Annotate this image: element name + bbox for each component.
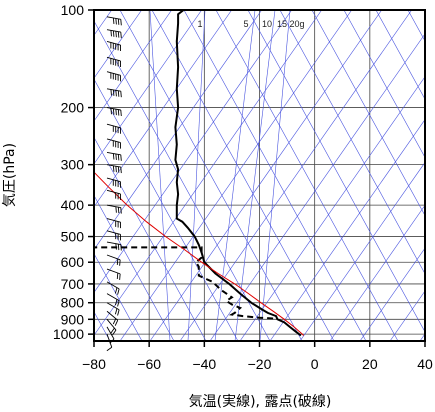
- wind-barb: [106, 218, 121, 229]
- isotherm-line: [359, 247, 425, 341]
- x-tick-label: 0: [311, 356, 319, 372]
- adiabat-line: [94, 194, 175, 341]
- wind-barb: [106, 319, 117, 336]
- adiabat-line: [94, 253, 143, 341]
- mixing-ratio-label: 10: [262, 19, 272, 29]
- wind-barbs: [106, 16, 122, 352]
- mixing-ratio-labels: 1 5 10 15 20g: [197, 19, 304, 29]
- adiabat-line: [94, 136, 207, 341]
- wind-barb: [106, 281, 120, 295]
- wind-barb: [106, 29, 122, 39]
- isotherm-line: [94, 10, 172, 122]
- isotherm-line: [329, 204, 425, 341]
- wind-barb: [106, 71, 121, 82]
- mixing-ratio-label: 20g: [289, 19, 304, 29]
- isotherm-line: [94, 10, 232, 208]
- adiabat-line: [247, 10, 425, 333]
- wind-barb: [106, 40, 121, 52]
- wind-barb: [106, 293, 120, 307]
- mixing-ratio-label: 15: [277, 19, 287, 29]
- isotherm-line: [269, 119, 425, 341]
- x-tick-label: −60: [137, 356, 161, 372]
- dewpoint-line: [94, 246, 274, 320]
- y-tick-label: 900: [61, 311, 85, 327]
- mixing-ratio-line: [259, 10, 291, 341]
- isotherm-line: [209, 33, 425, 341]
- adiabat-line: [215, 10, 399, 341]
- mixing-ratio-line: [214, 10, 256, 341]
- skew-guides: [94, 10, 425, 341]
- isotherm-line: [94, 10, 262, 251]
- adiabat-line: [94, 78, 239, 341]
- y-tick-label: 200: [61, 100, 85, 116]
- adiabat-line: [407, 10, 425, 42]
- wind-barb: [106, 310, 119, 326]
- mixing-ratio-line: [149, 10, 171, 341]
- adiabat-line: [375, 10, 425, 100]
- adiabat-line: [311, 10, 425, 217]
- y-tick-label: 600: [61, 254, 85, 270]
- wind-barb: [106, 164, 122, 174]
- adiabat-line: [343, 10, 425, 158]
- isotherm-line: [94, 10, 202, 165]
- wind-barb: [106, 88, 122, 98]
- isotherm-line: [94, 10, 142, 79]
- wind-barb: [106, 189, 121, 200]
- isotherm-line: [239, 76, 425, 341]
- y-tick-label: 400: [61, 197, 85, 213]
- y-axis-label: 気圧(hPa): [2, 143, 18, 207]
- x-tick-label: −40: [192, 356, 216, 372]
- temperature-line: [174, 10, 302, 337]
- isotherm-line: [94, 10, 292, 293]
- y-tick-label: 500: [61, 229, 85, 245]
- isotherm-line: [179, 10, 412, 341]
- gridlines: [94, 10, 425, 341]
- wind-barb: [106, 16, 122, 26]
- wind-barb: [106, 241, 122, 251]
- y-tick-label: 1000: [53, 326, 84, 342]
- isotherm-line: [149, 10, 382, 341]
- wind-barb: [106, 230, 121, 241]
- adiabat-line: [151, 10, 335, 341]
- wind-barb: [106, 268, 121, 280]
- wind-barb: [106, 107, 122, 117]
- x-tick-label: −80: [82, 356, 106, 372]
- isotherm-line: [119, 10, 352, 341]
- wind-barb: [106, 56, 121, 67]
- mixing-ratio-line: [187, 10, 206, 341]
- wind-barb: [106, 204, 122, 214]
- mixing-ratio-label: 5: [243, 19, 248, 29]
- isotherm-line: [299, 161, 425, 341]
- isotherm-line: [389, 290, 425, 341]
- y-tick-label: 100: [61, 2, 85, 18]
- mixing-ratio-line: [234, 10, 276, 341]
- y-tick-label: 300: [61, 157, 85, 173]
- wind-barb: [106, 123, 121, 134]
- adiabat-line: [279, 10, 425, 275]
- mixing-ratio-label: 1: [197, 19, 202, 29]
- y-tick-label: 800: [61, 295, 85, 311]
- wind-barb: [106, 302, 120, 316]
- isotherm-line: [94, 10, 322, 336]
- y-tick-label: 700: [61, 276, 85, 292]
- wind-barb: [106, 177, 121, 188]
- wind-barb: [106, 151, 122, 161]
- wind-barb: [106, 254, 121, 266]
- isotherm-line: [419, 333, 425, 341]
- sounding-lines: [94, 10, 304, 337]
- adiabat-line: [119, 10, 303, 341]
- x-tick-label: 40: [417, 356, 433, 372]
- x-axis-label: 気温(実線), 露点(破線): [189, 394, 332, 410]
- parcel-line: [94, 171, 304, 336]
- wind-barb: [106, 138, 121, 149]
- x-axis: −80 −60 −40 −20 0 20 40: [82, 341, 433, 372]
- x-tick-label: 20: [362, 356, 378, 372]
- x-tick-label: −20: [248, 356, 272, 372]
